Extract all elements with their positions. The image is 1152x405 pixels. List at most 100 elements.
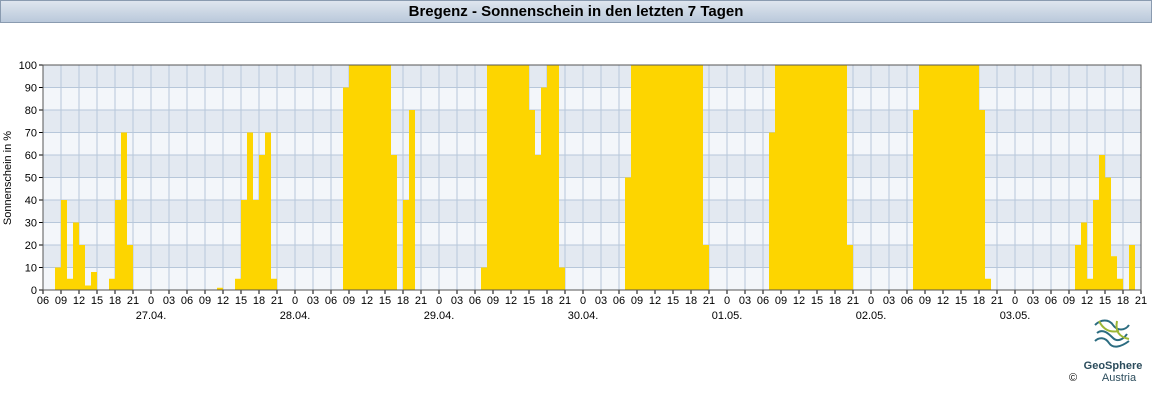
logo-text: Austria [1102, 372, 1137, 384]
x-tick-label: 09 [487, 295, 499, 307]
x-tick-label: 09 [919, 295, 931, 307]
bar [61, 200, 67, 290]
copyright: © [1069, 372, 1077, 384]
x-tick-label: 12 [505, 295, 517, 307]
x-tick-label: 18 [685, 295, 697, 307]
bar [973, 65, 979, 290]
y-tick-label: 50 [25, 173, 37, 185]
bar [271, 278, 277, 290]
x-tick-label: 18 [541, 295, 553, 307]
bar [355, 65, 361, 290]
bar [835, 65, 841, 290]
x-tick-label: 09 [199, 295, 211, 307]
bar [493, 65, 499, 290]
bar [499, 65, 505, 290]
x-tick-label: 12 [649, 295, 661, 307]
bar [943, 65, 949, 290]
x-tick-label: 21 [559, 295, 571, 307]
x-tick-label: 06 [901, 295, 913, 307]
bar [955, 65, 961, 290]
bar [241, 200, 247, 290]
grid-band [43, 132, 1141, 155]
x-tick-label: 12 [793, 295, 805, 307]
bar [1129, 245, 1135, 290]
bar [361, 65, 367, 290]
bar [349, 65, 355, 290]
bar [967, 65, 973, 290]
bar [643, 65, 649, 290]
date-label: 03.05. [1000, 310, 1031, 322]
x-tick-label: 18 [109, 295, 121, 307]
grid-band [43, 267, 1141, 290]
bar [1111, 256, 1117, 290]
x-tick-label: 0 [580, 295, 586, 307]
bar [55, 267, 61, 290]
bar [487, 65, 493, 290]
x-tick-label: 0 [724, 295, 730, 307]
x-tick-label: 09 [631, 295, 643, 307]
x-tick-label: 18 [829, 295, 841, 307]
bar [85, 285, 91, 290]
logo: GeoSphere Austria © [1069, 319, 1143, 384]
bar [937, 65, 943, 290]
bar [769, 132, 775, 290]
bar [781, 65, 787, 290]
x-tick-label: 21 [703, 295, 715, 307]
logo-text: GeoSphere [1084, 360, 1143, 372]
bar [535, 155, 541, 290]
grid-band [43, 87, 1141, 110]
y-tick-label: 80 [25, 105, 37, 117]
y-tick-label: 70 [25, 128, 37, 140]
date-label: 30.04. [568, 310, 599, 322]
bar [265, 132, 271, 290]
x-tick-label: 0 [868, 295, 874, 307]
grid-band [43, 155, 1141, 178]
bar [925, 65, 931, 290]
bar [811, 65, 817, 290]
bar [631, 65, 637, 290]
bar [523, 65, 529, 290]
x-tick-label: 0 [292, 295, 298, 307]
date-label: 27.04. [136, 310, 167, 322]
bar [679, 65, 685, 290]
x-tick-label: 18 [1117, 295, 1129, 307]
x-tick-label: 09 [55, 295, 67, 307]
bar [661, 65, 667, 290]
bar [559, 267, 565, 290]
date-label: 29.04. [424, 310, 455, 322]
bar [1099, 155, 1105, 290]
x-tick-label: 21 [847, 295, 859, 307]
x-tick-label: 12 [217, 295, 229, 307]
bar [1093, 200, 1099, 290]
bar [793, 65, 799, 290]
x-tick-label: 15 [667, 295, 679, 307]
bar [127, 245, 133, 290]
bar [949, 65, 955, 290]
x-tick-label: 21 [127, 295, 139, 307]
grid-band [43, 222, 1141, 245]
x-tick-label: 18 [253, 295, 265, 307]
bar [691, 65, 697, 290]
x-tick-label: 06 [181, 295, 193, 307]
y-tick-label: 0 [31, 285, 37, 297]
x-tick-label: 06 [613, 295, 625, 307]
y-tick-label: 90 [25, 83, 37, 95]
x-tick-label: 09 [775, 295, 787, 307]
bar [655, 65, 661, 290]
bar [931, 65, 937, 290]
bar [541, 87, 547, 290]
x-tick-label: 06 [37, 295, 49, 307]
x-tick-label: 12 [937, 295, 949, 307]
y-tick-label: 60 [25, 150, 37, 162]
bar [217, 287, 223, 290]
bar [367, 65, 373, 290]
bar [1105, 177, 1111, 290]
y-tick-label: 100 [19, 60, 37, 72]
bar [391, 155, 397, 290]
bar [379, 65, 385, 290]
bar [847, 245, 853, 290]
bar [673, 65, 679, 290]
bar [637, 65, 643, 290]
x-tick-label: 15 [955, 295, 967, 307]
